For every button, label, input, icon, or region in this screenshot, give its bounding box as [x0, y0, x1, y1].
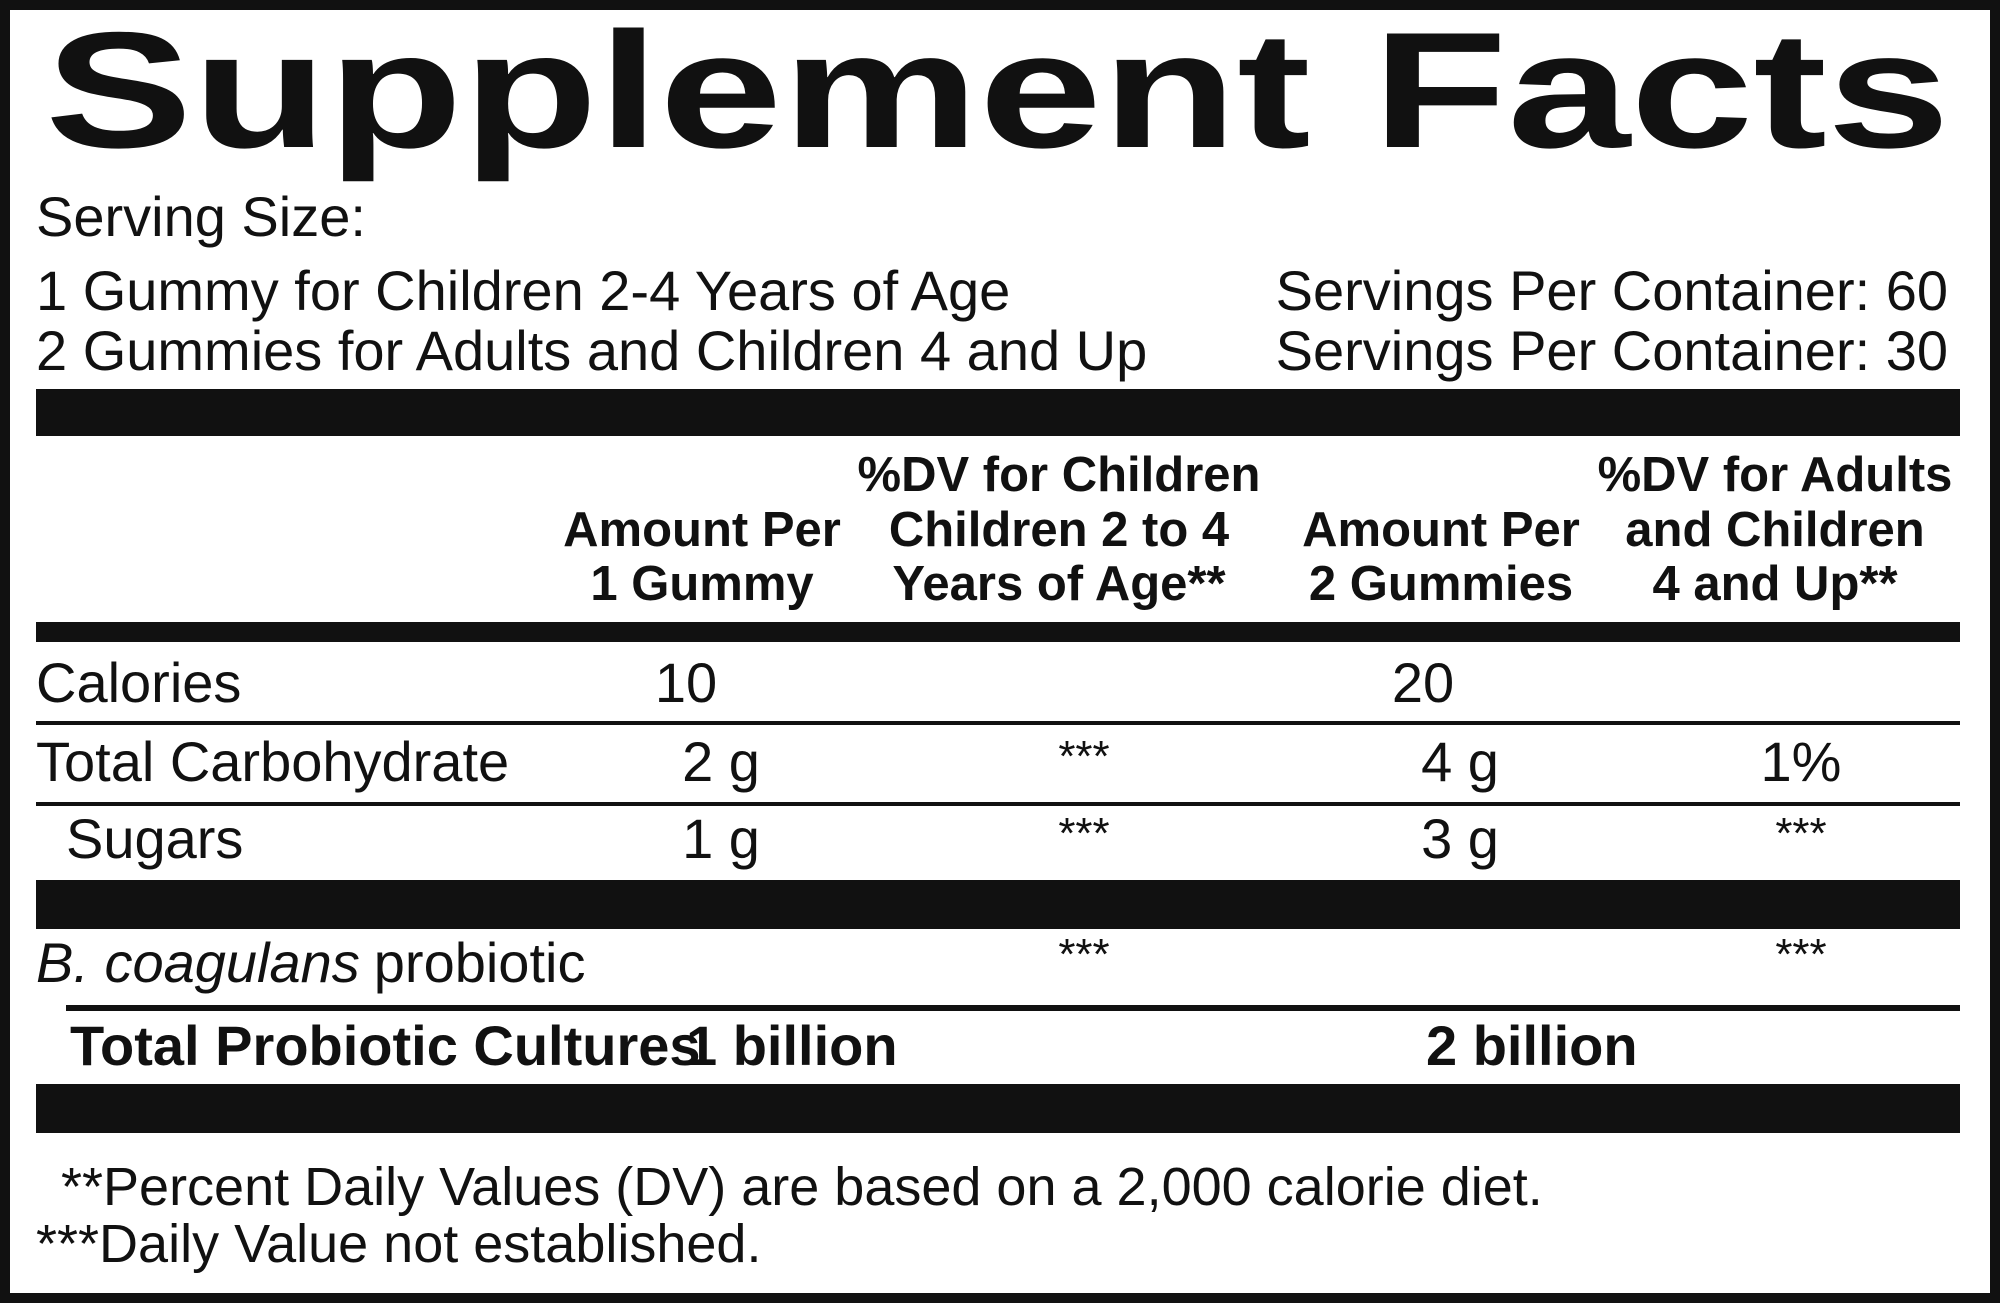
serving-line: 2 Gummies for Adults and Children 4 and … [36, 319, 1147, 382]
amount: 2 billion [1426, 1014, 1638, 1077]
thick-bar [36, 880, 1960, 929]
daily-value: *** [1058, 930, 1109, 979]
column-header: 1 Gummy [590, 557, 813, 611]
amount: 10 [655, 651, 717, 714]
daily-value: *** [1775, 930, 1826, 979]
amount: 1 g [682, 807, 760, 870]
amount: 2 g [682, 730, 760, 793]
row-name: Calories [36, 651, 241, 714]
rule [66, 1005, 1960, 1011]
daily-value: *** [1058, 732, 1109, 781]
column-header: 2 Gummies [1309, 557, 1573, 611]
column-header: 4 and Up** [1652, 557, 1898, 611]
amount: 20 [1392, 651, 1454, 714]
thick-bar [36, 1084, 1960, 1133]
row-name: Total Probiotic Cultures [70, 1014, 701, 1077]
column-header: Amount Per [563, 503, 841, 557]
amount: 3 g [1421, 807, 1499, 870]
row-name: Sugars [66, 807, 243, 870]
servings-per-container: Servings Per Container: 60 [1276, 259, 1948, 322]
footnote: ***Daily Value not established. [36, 1214, 761, 1274]
column-header: and Children [1625, 503, 1924, 557]
column-header: %DV for Children [858, 448, 1261, 502]
title: Supplement Facts [45, 0, 1950, 182]
serving-line: 1 Gummy for Children 2-4 Years of Age [36, 259, 1010, 322]
row-name: B. coagulans probiotic [36, 931, 585, 994]
medium-bar [36, 622, 1960, 642]
column-header: Amount Per [1302, 503, 1580, 557]
daily-value: *** [1058, 809, 1109, 858]
serving-size-label: Serving Size: [36, 185, 366, 248]
row-name: Total Carbohydrate [36, 730, 509, 793]
column-header: %DV for Adults [1598, 448, 1953, 502]
servings-per-container: Servings Per Container: 30 [1276, 319, 1948, 382]
rule [36, 802, 1960, 806]
thick-bar [36, 389, 1960, 436]
daily-value: *** [1775, 809, 1826, 858]
amount: 1 billion [686, 1014, 898, 1077]
daily-value: 1% [1761, 730, 1842, 793]
footnote: **Percent Daily Values (DV) are based on… [61, 1157, 1543, 1217]
rule [36, 721, 1960, 725]
amount: 4 g [1421, 730, 1499, 793]
row-name-rest: probiotic [374, 931, 586, 994]
column-header: Years of Age** [892, 557, 1226, 611]
column-header: Children 2 to 4 [889, 503, 1229, 557]
row-name-italic: B. coagulans [36, 931, 360, 994]
